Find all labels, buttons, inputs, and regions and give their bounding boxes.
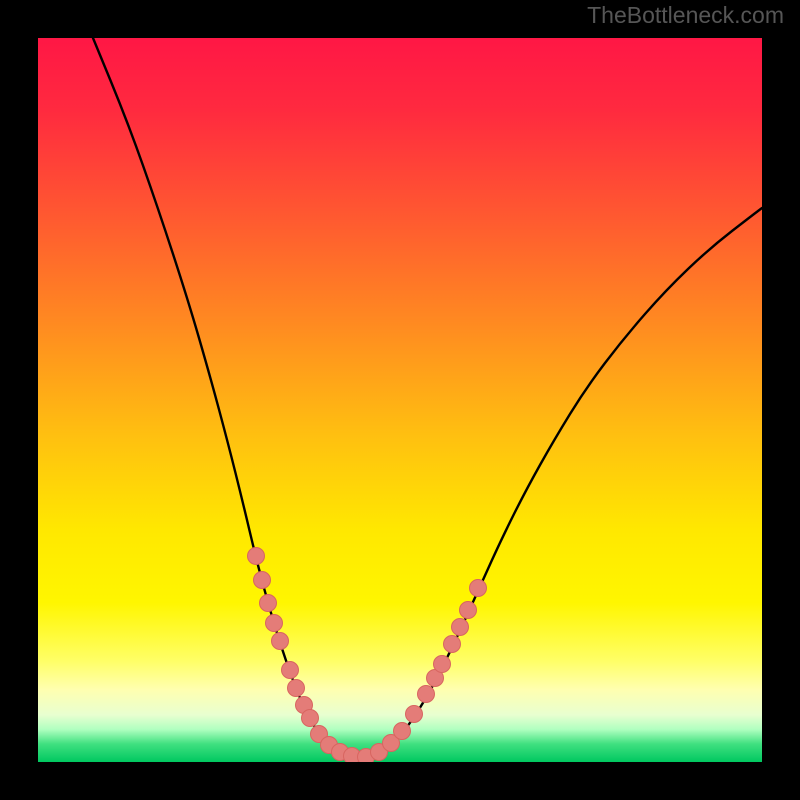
figure-frame: TheBottleneck.com bbox=[0, 0, 800, 800]
watermark-text: TheBottleneck.com bbox=[587, 2, 784, 29]
data-dot bbox=[248, 548, 265, 565]
data-dot bbox=[452, 619, 469, 636]
data-dot bbox=[282, 662, 299, 679]
data-dot bbox=[266, 615, 283, 632]
border-left bbox=[0, 0, 38, 800]
data-dot bbox=[406, 706, 423, 723]
data-dot bbox=[460, 602, 477, 619]
data-dot bbox=[288, 680, 305, 697]
data-dot bbox=[254, 572, 271, 589]
plot-area bbox=[38, 38, 762, 762]
data-dot bbox=[434, 656, 451, 673]
data-dot bbox=[444, 636, 461, 653]
chart-svg bbox=[38, 38, 762, 762]
data-dot bbox=[470, 580, 487, 597]
data-dot bbox=[260, 595, 277, 612]
data-dot bbox=[302, 710, 319, 727]
border-bottom bbox=[0, 762, 800, 800]
data-dot bbox=[418, 686, 435, 703]
gradient-background bbox=[38, 38, 762, 762]
data-dot bbox=[272, 633, 289, 650]
data-dot bbox=[394, 723, 411, 740]
border-right bbox=[762, 0, 800, 800]
